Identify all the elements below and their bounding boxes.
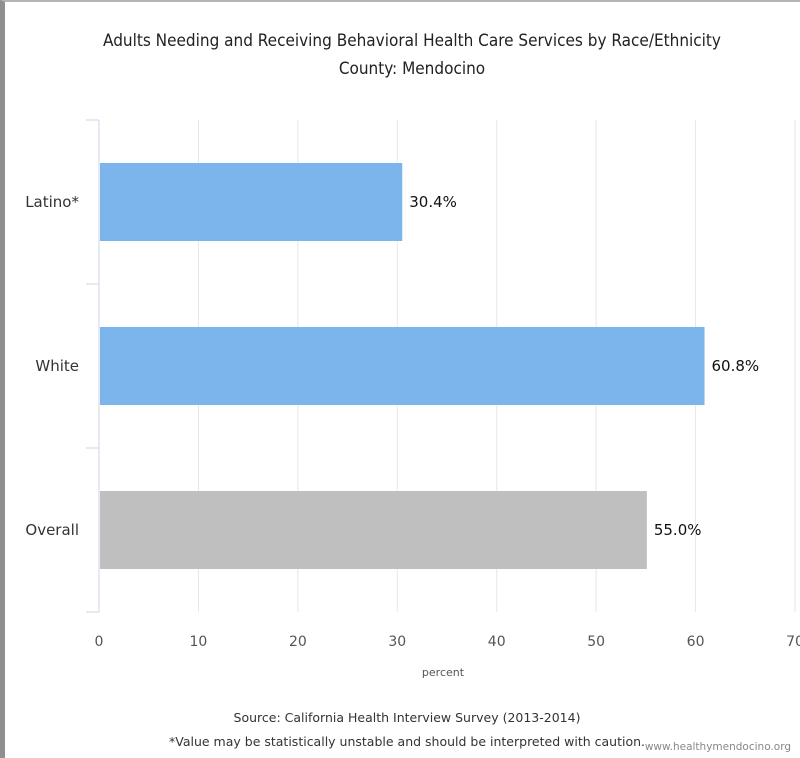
category-label: Latino*	[25, 193, 79, 211]
data-label: 30.4%	[409, 193, 457, 211]
bars: Latino* 30.4% White 60.8% Overall 55.0%	[25, 163, 759, 569]
chart-title: Adults Needing and Receiving Behavioral …	[103, 31, 721, 51]
x-tick-label: 70	[786, 634, 800, 650]
x-tick-label: 10	[190, 634, 208, 650]
category-axis	[86, 120, 99, 612]
website-watermark: www.healthymendocino.org	[645, 741, 791, 753]
bar	[100, 491, 647, 569]
data-label: 55.0%	[654, 521, 702, 539]
x-tick-label: 40	[488, 634, 506, 650]
caution-note: *Value may be statistically unstable and…	[169, 734, 645, 749]
source-note: Source: California Health Interview Surv…	[234, 710, 581, 725]
bar	[100, 327, 705, 405]
chart-subtitle: County: Mendocino	[339, 59, 485, 79]
x-tick-label: 20	[289, 634, 307, 650]
data-label: 60.8%	[712, 357, 760, 375]
x-tick-label: 0	[95, 634, 104, 650]
bar	[100, 163, 402, 241]
x-axis-title: percent	[422, 666, 465, 679]
bar-chart: 0 10 20 30 40 50 60 70 Latino* 30.4% White 60.8% Ov…	[5, 2, 800, 758]
x-tick-label: 30	[388, 634, 406, 650]
x-tick-label: 50	[587, 634, 605, 650]
category-label: Overall	[25, 521, 79, 539]
x-tick-label: 60	[687, 634, 705, 650]
category-label: White	[35, 357, 79, 375]
